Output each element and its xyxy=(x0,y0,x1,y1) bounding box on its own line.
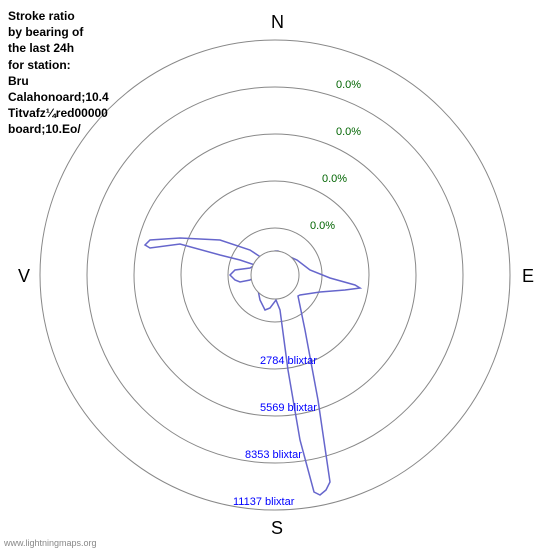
cardinal-v: V xyxy=(18,266,30,287)
green-label-2: 0.0% xyxy=(322,173,347,185)
blue-label-3: 11137 blixtar xyxy=(233,496,294,508)
footer-link: www.lightningmaps.org xyxy=(4,538,97,548)
green-label-0: 0.0% xyxy=(336,79,361,91)
blue-label-0: 2784 blixtar xyxy=(260,355,317,367)
green-label-3: 0.0% xyxy=(310,220,335,232)
green-label-1: 0.0% xyxy=(336,126,361,138)
cardinal-s: S xyxy=(271,518,283,539)
cardinal-n: N xyxy=(271,12,284,33)
blue-label-1: 5569 blixtar xyxy=(260,402,317,414)
cardinal-e: E xyxy=(522,266,534,287)
chart-title: Stroke ratio by bearing of the last 24h … xyxy=(8,8,109,138)
center-hole xyxy=(251,251,299,299)
blue-label-2: 8353 blixtar xyxy=(245,449,302,461)
